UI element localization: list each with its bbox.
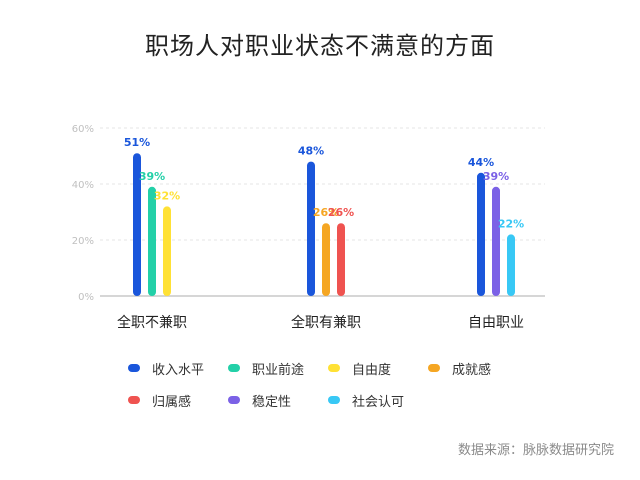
data-label: 39%: [483, 170, 509, 183]
bar: [337, 223, 345, 296]
y-tick-label: 0%: [78, 292, 94, 303]
bar: [477, 172, 485, 296]
data-label: 44%: [468, 156, 494, 169]
bar: [307, 161, 315, 296]
legend-item: 自由度: [328, 358, 428, 378]
legend-item: 职业前途: [228, 358, 328, 378]
x-category-label: 自由职业: [468, 315, 524, 331]
bar: [507, 234, 515, 296]
legend-item: 社会认可: [328, 390, 428, 410]
source-note: 数据来源：脉脉数据研究院: [457, 443, 614, 458]
y-tick-label: 20%: [72, 236, 94, 247]
legend-label: 职业前途: [252, 362, 305, 378]
chart-title: 职场人对职业状态不满意的方面: [145, 32, 495, 60]
legend-swatch: [328, 396, 340, 404]
legend-label: 收入水平: [152, 362, 205, 378]
legend-swatch: [228, 364, 240, 372]
data-label: 32%: [154, 189, 180, 202]
data-label: 39%: [139, 170, 165, 183]
bar: [492, 186, 500, 296]
data-label: 48%: [298, 145, 324, 158]
legend-swatch: [428, 364, 440, 372]
data-label: 26%: [313, 206, 339, 219]
bar: [163, 206, 171, 296]
legend-label: 归属感: [152, 394, 192, 410]
legend-swatch: [328, 364, 340, 372]
data-label: 51%: [124, 136, 150, 149]
legend-item: 归属感: [128, 390, 228, 410]
legend-swatch: [128, 364, 140, 372]
data-label: 26%: [328, 206, 354, 219]
legend-swatch: [128, 396, 140, 404]
y-tick-label: 60%: [72, 124, 94, 135]
bar-chart: 0% 20% 40% 60% 51% 39% 32% 全职不兼职 48% 26%26% 全职有兼职 4…: [72, 124, 545, 331]
bar: [322, 223, 330, 296]
legend: 收入水平 职业前途 自由度 成就感归属感 稳定性 社会认可: [128, 358, 528, 410]
bar: [148, 186, 156, 296]
legend-item: 收入水平: [128, 358, 228, 378]
legend-label: 社会认可: [352, 394, 405, 410]
legend-item: 稳定性: [228, 390, 328, 410]
data-label: 22%: [498, 217, 524, 230]
legend-swatch: [228, 396, 240, 404]
x-category-label: 全职有兼职: [291, 314, 361, 331]
x-category-label: 全职不兼职: [117, 314, 187, 331]
legend-label: 成就感: [452, 362, 492, 378]
bar: [133, 153, 141, 296]
legend-item: 成就感: [428, 358, 528, 378]
legend-label: 自由度: [352, 362, 392, 378]
y-tick-label: 40%: [72, 180, 94, 191]
legend-label: 稳定性: [252, 394, 292, 410]
